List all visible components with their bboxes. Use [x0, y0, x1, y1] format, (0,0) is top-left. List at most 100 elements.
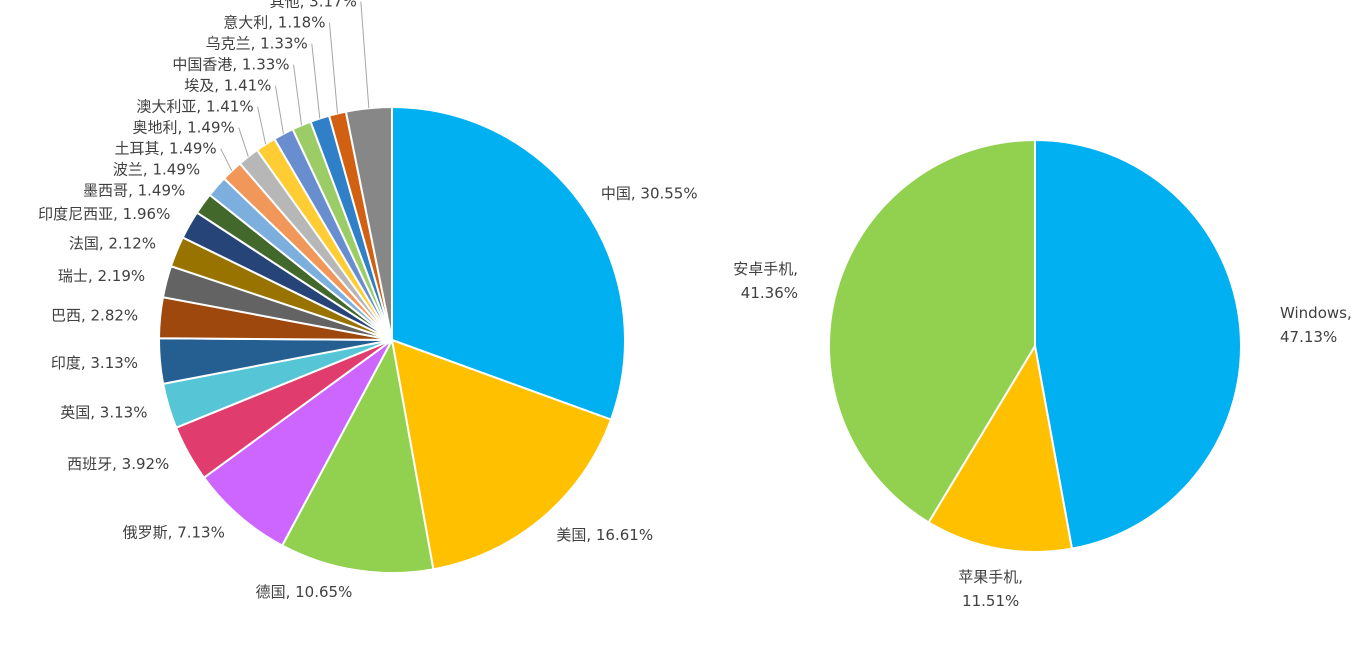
data-label: 法国, 2.12% — [69, 234, 156, 252]
value-label: 1.41% — [224, 76, 272, 94]
category-name: 中国 — [601, 184, 631, 202]
category-name: 英国 — [60, 403, 90, 421]
label-separator: , — [214, 76, 224, 94]
data-label: 澳大利亚, 1.41% — [136, 97, 253, 115]
data-label: 西班牙, 3.92% — [67, 455, 169, 473]
data-label: 安卓手机, 41.36% — [733, 260, 798, 302]
category-name: 美国 — [556, 525, 586, 543]
category-name: 巴西 — [51, 306, 81, 324]
data-label: 印度尼西亚, 1.96% — [38, 204, 170, 222]
value-label: 1.49% — [187, 118, 235, 136]
pie-slice — [280, 336, 435, 574]
label-separator: , — [251, 34, 261, 52]
category-name: 墨西哥 — [83, 181, 128, 199]
label-separator: , — [88, 267, 98, 285]
category-name: 土耳其 — [114, 139, 159, 157]
value-label: 10.65% — [295, 582, 352, 600]
value-label: 2.19% — [97, 267, 145, 285]
value-label: 16.61% — [596, 525, 653, 543]
leader-line — [328, 22, 338, 114]
value-label: 1.49% — [138, 181, 186, 199]
data-label: 印度, 3.13% — [51, 354, 138, 372]
data-label: 英国, 3.13% — [60, 403, 147, 421]
category-name: 印度尼西亚 — [38, 204, 113, 222]
leader-line — [311, 43, 321, 119]
value-label: 47.13% — [1280, 327, 1337, 345]
category-name: 法国 — [69, 234, 99, 252]
data-label: 墨西哥, 1.49% — [83, 181, 185, 199]
label-separator: , — [178, 118, 188, 136]
data-label: 土耳其, 1.49% — [114, 139, 216, 157]
value-label: 11.51% — [962, 591, 1019, 609]
value-label: 1.96% — [123, 204, 171, 222]
data-label: 乌克兰, 1.33% — [206, 34, 308, 52]
category-name: Windows — [1280, 303, 1347, 321]
label-separator: , — [286, 582, 296, 600]
value-label: 3.92% — [122, 455, 170, 473]
pie-slice — [202, 339, 393, 547]
data-label: 苹果手机, 11.51% — [958, 567, 1023, 609]
category-name: 埃及 — [184, 76, 214, 94]
data-label: 其他, 3.17% — [270, 0, 357, 10]
leader-line — [274, 85, 284, 134]
value-label: 3.13% — [100, 403, 148, 421]
category-name: 澳大利亚 — [136, 97, 196, 115]
label-separator: , — [232, 55, 242, 73]
data-label: 埃及, 1.41% — [184, 76, 271, 94]
label-separator: , — [143, 160, 153, 178]
label-separator: , — [159, 139, 169, 157]
data-label: 巴西, 2.82% — [51, 306, 138, 324]
value-label: 41.36% — [741, 284, 798, 302]
label-separator: , — [81, 354, 91, 372]
pie-slice — [1034, 138, 1242, 550]
label-separator: , — [112, 455, 122, 473]
data-label: 中国香港, 1.33% — [172, 55, 289, 73]
value-label: 30.55% — [640, 184, 697, 202]
data-label: 波兰, 1.49% — [113, 160, 200, 178]
data-label: 俄罗斯, 7.13% — [123, 523, 225, 541]
value-label: 3.13% — [90, 354, 138, 372]
pie-slice — [927, 343, 1074, 553]
leader-line — [293, 64, 303, 126]
value-label: 7.13% — [177, 523, 225, 541]
data-label: 奥地利, 1.49% — [133, 118, 235, 136]
label-separator: , — [81, 306, 91, 324]
label-separator: , — [586, 525, 596, 543]
value-label: 3.17% — [309, 0, 357, 10]
label-separator: , — [99, 234, 109, 252]
category-name: 意大利 — [223, 13, 268, 31]
leader-line — [360, 1, 370, 109]
category-name: 德国 — [256, 582, 286, 600]
label-separator: , — [113, 204, 123, 222]
data-label: 意大利, 1.18% — [223, 13, 325, 31]
label-separator: , — [793, 260, 798, 278]
label-separator: , — [1347, 303, 1352, 321]
leader-line — [257, 106, 267, 145]
category-name: 俄罗斯 — [123, 523, 168, 541]
label-separator: , — [300, 0, 310, 10]
category-name: 奥地利 — [133, 118, 178, 136]
leader-line — [220, 148, 233, 172]
value-label: 1.41% — [206, 97, 254, 115]
data-label: 美国, 16.61% — [556, 525, 653, 543]
label-separator: , — [90, 403, 100, 421]
pie-slice — [828, 138, 1036, 524]
pie-slice — [391, 105, 626, 421]
label-separator: , — [268, 13, 278, 31]
value-label: 2.82% — [91, 306, 139, 324]
data-label: 中国, 30.55% — [601, 184, 698, 202]
category-name: 波兰 — [113, 160, 143, 178]
category-name: 中国香港 — [172, 55, 232, 73]
category-name: 瑞士 — [58, 267, 88, 285]
data-label: Windows, 47.13% — [1280, 303, 1352, 345]
label-separator: , — [128, 181, 138, 199]
leader-line — [238, 127, 249, 157]
data-label: 德国, 10.65% — [256, 582, 353, 600]
label-separator: , — [168, 523, 178, 541]
category-name: 安卓手机 — [733, 260, 793, 278]
label-separator: , — [196, 97, 206, 115]
value-label: 1.33% — [260, 34, 308, 52]
pie-slice — [390, 338, 613, 571]
